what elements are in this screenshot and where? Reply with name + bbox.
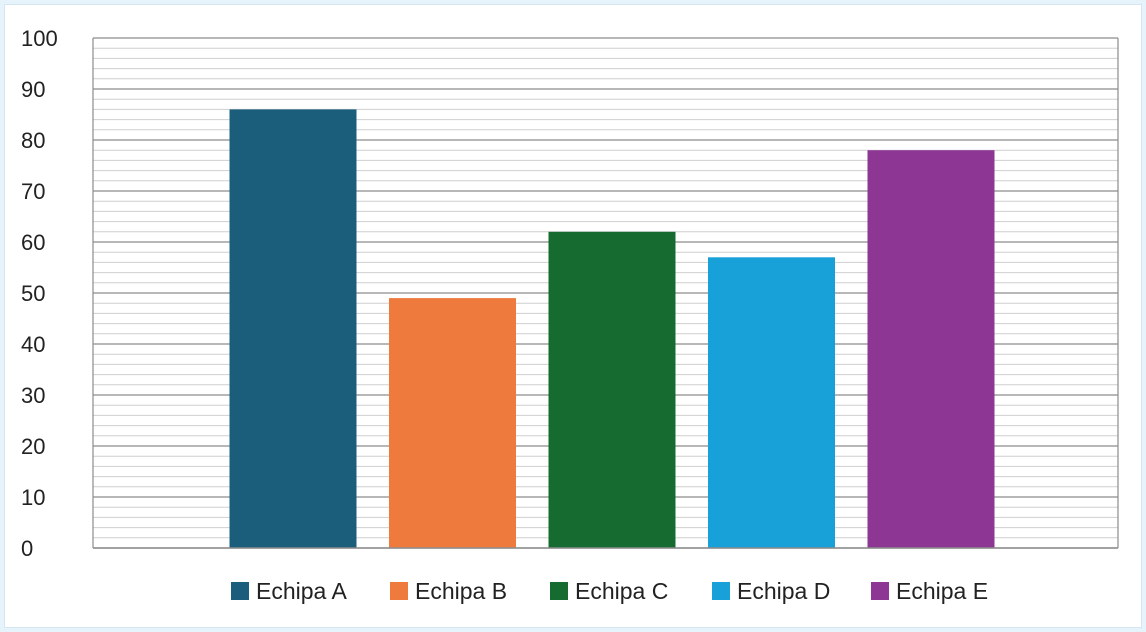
legend-swatch <box>390 582 408 600</box>
legend-item: Echipa D <box>712 578 830 604</box>
legend-swatch <box>550 582 568 600</box>
legend-label: Echipa C <box>575 578 668 604</box>
bar-echipa-c <box>548 231 676 549</box>
legend-label: Echipa A <box>256 578 347 604</box>
y-tick-label: 90 <box>21 77 45 102</box>
bar-echipa-e <box>867 150 995 548</box>
legend-item: Echipa E <box>871 578 988 604</box>
legend-item: Echipa B <box>390 578 507 604</box>
legend-label: Echipa E <box>896 578 988 604</box>
y-tick-label: 10 <box>21 485 45 510</box>
legend-label: Echipa D <box>737 578 830 604</box>
legend: Echipa A Echipa B Echipa C Echipa D Echipa E <box>231 578 988 604</box>
y-tick-label: 30 <box>21 383 45 408</box>
y-tick-label: 60 <box>21 230 45 255</box>
y-tick-label: 40 <box>21 332 45 357</box>
y-axis-tick-labels: 0 10 20 30 40 50 60 70 80 90 100 <box>21 26 58 561</box>
y-tick-label: 80 <box>21 128 45 153</box>
axes <box>92 38 1119 549</box>
y-tick-label: 50 <box>21 281 45 306</box>
legend-swatch <box>871 582 889 600</box>
y-tick-label: 70 <box>21 179 45 204</box>
legend-swatch <box>231 582 249 600</box>
bar-echipa-d <box>708 257 835 548</box>
legend-label: Echipa B <box>415 578 507 604</box>
bar-echipa-b <box>389 298 516 548</box>
bar-echipa-a <box>229 109 357 549</box>
y-tick-label: 100 <box>21 26 58 51</box>
legend-item: Echipa A <box>231 578 347 604</box>
legend-item: Echipa C <box>550 578 668 604</box>
bars <box>229 109 995 549</box>
y-tick-label: 20 <box>21 434 45 459</box>
y-tick-label: 0 <box>21 536 33 561</box>
legend-swatch <box>712 582 730 600</box>
